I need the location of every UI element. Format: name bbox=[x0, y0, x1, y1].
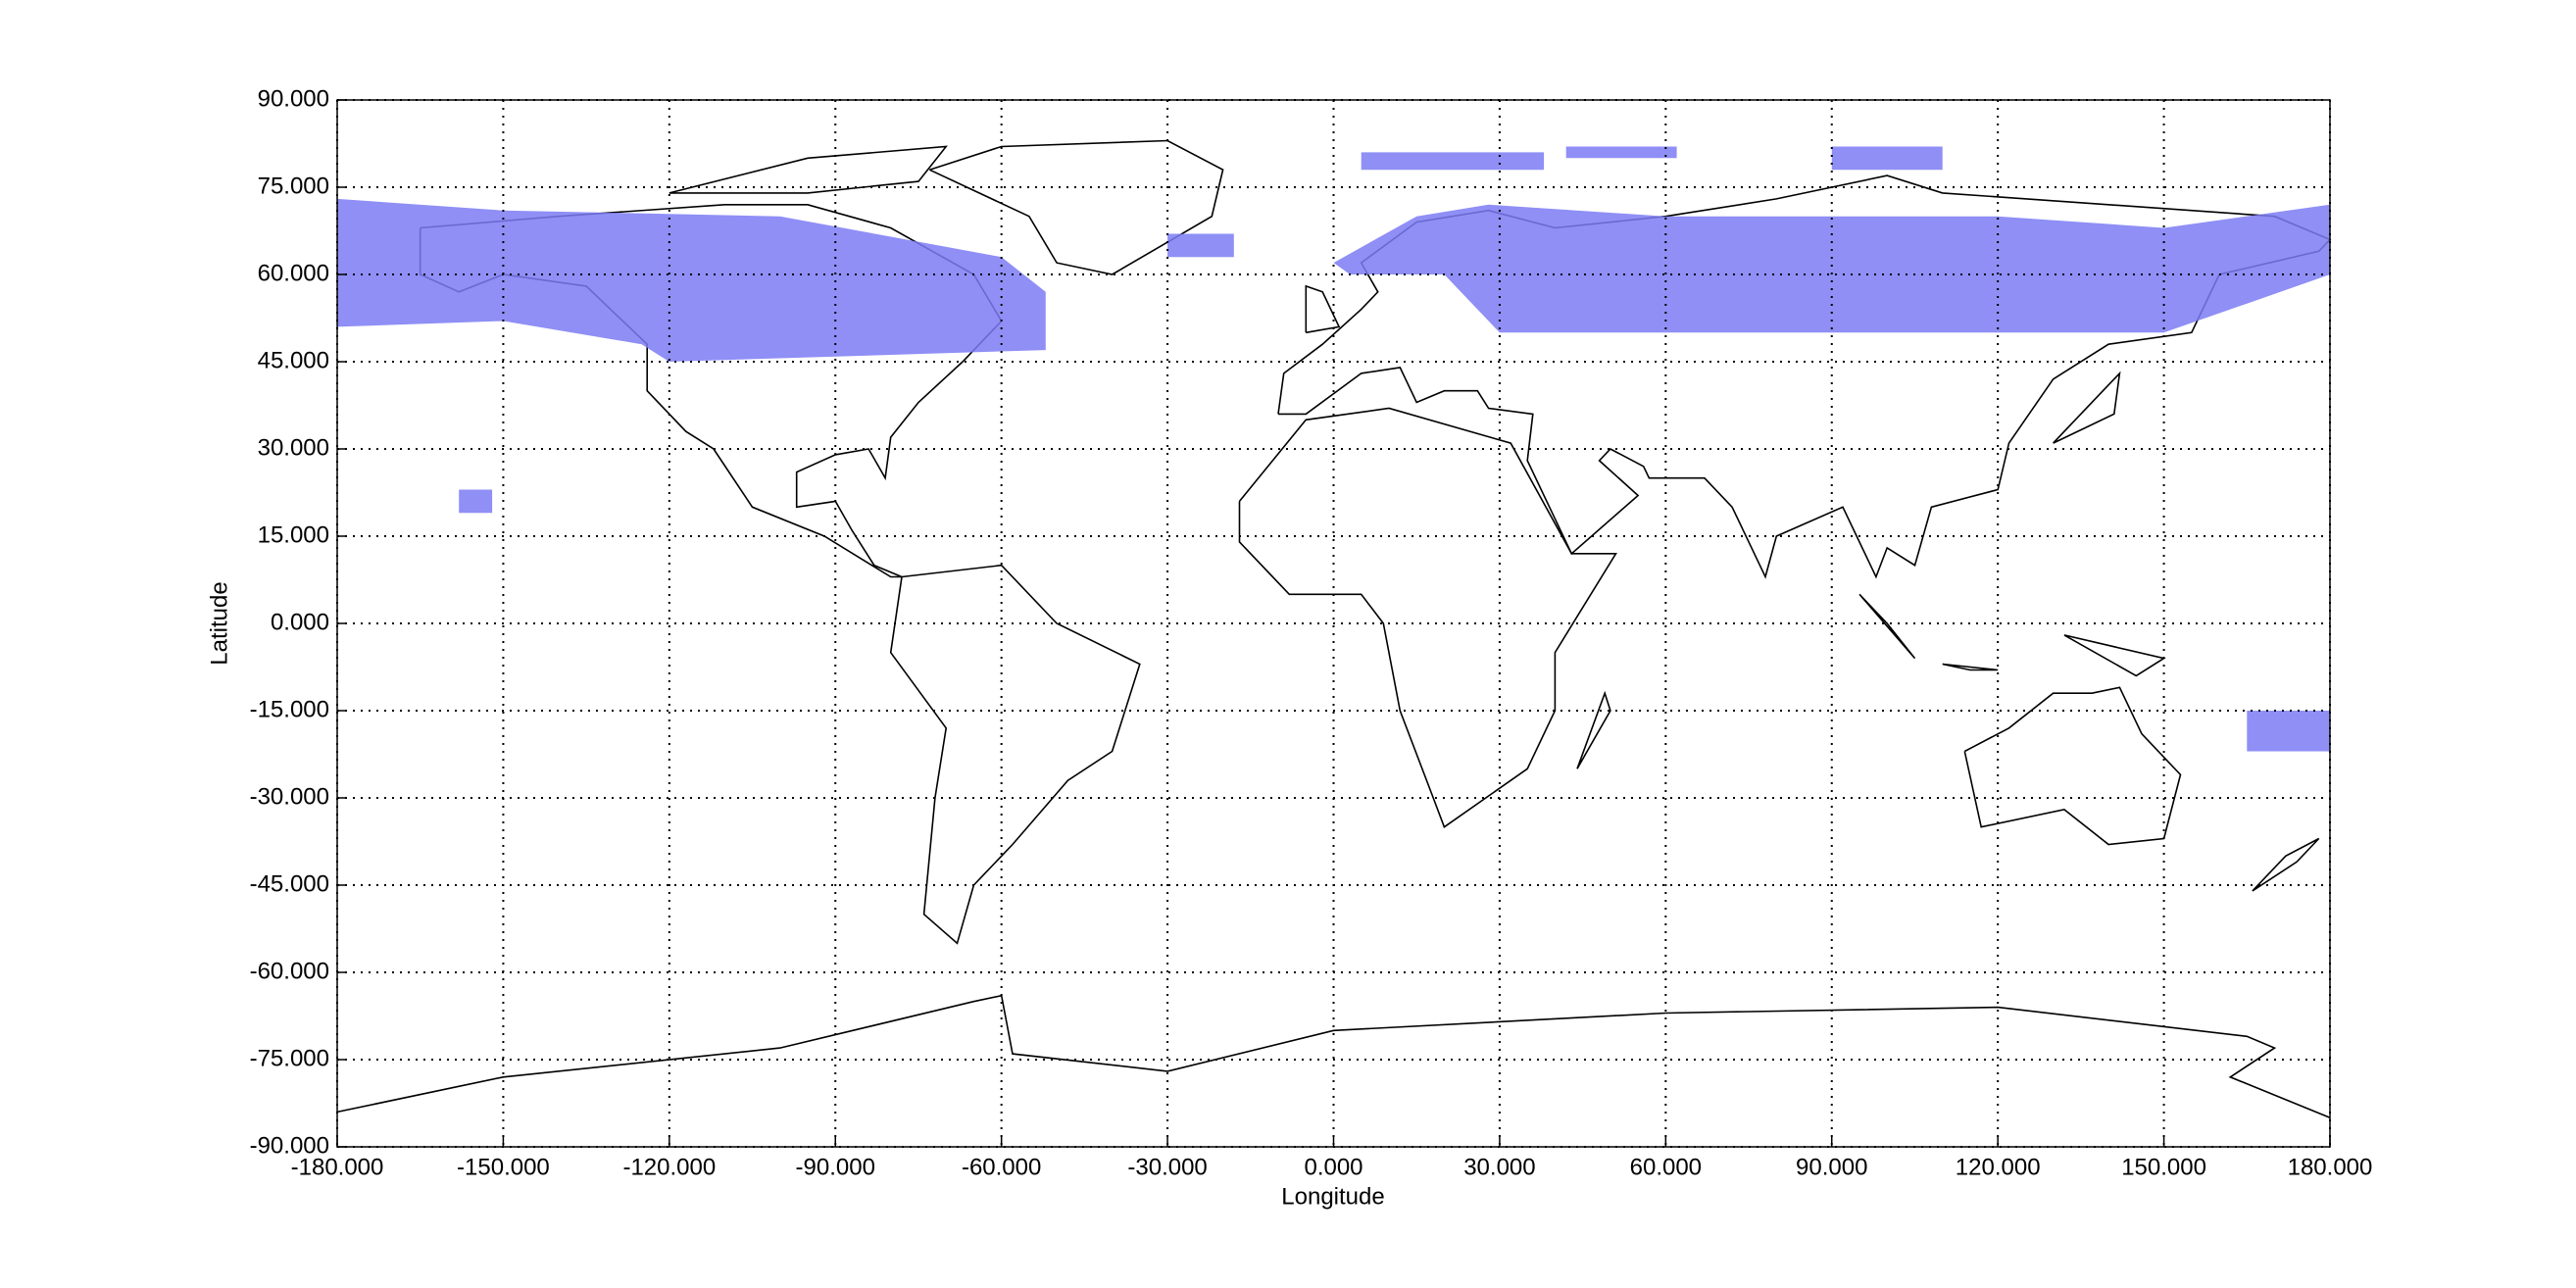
x-tick-label: -150.000 bbox=[457, 1154, 550, 1180]
y-tick-label: -45.000 bbox=[250, 870, 329, 897]
x-tick-label: 60.000 bbox=[1630, 1154, 1702, 1180]
x-tick-label: -30.000 bbox=[1127, 1154, 1207, 1180]
x-tick-label: 150.000 bbox=[2121, 1154, 2206, 1180]
y-tick-label: -60.000 bbox=[250, 958, 329, 984]
y-tick-label: -30.000 bbox=[250, 783, 329, 810]
plot-frame bbox=[336, 99, 2331, 1148]
swath-region bbox=[1565, 146, 1677, 159]
coastline bbox=[1576, 690, 1611, 769]
coastline bbox=[336, 994, 2331, 1119]
swath-region bbox=[1361, 152, 1545, 171]
coastline bbox=[928, 139, 1224, 275]
y-tick-label: 0.000 bbox=[271, 609, 329, 635]
x-tick-label: 30.000 bbox=[1463, 1154, 1535, 1180]
y-tick-label: 75.000 bbox=[258, 173, 329, 199]
coastline bbox=[2252, 837, 2320, 892]
swath-region bbox=[459, 489, 493, 514]
y-tick-label: 30.000 bbox=[258, 434, 329, 461]
coastline bbox=[1238, 407, 1617, 828]
swath-region bbox=[2247, 711, 2330, 752]
y-tick-label: -90.000 bbox=[250, 1132, 329, 1159]
x-tick-label: -180.000 bbox=[291, 1154, 384, 1180]
y-tick-label: -15.000 bbox=[250, 696, 329, 722]
y-tick-label: 15.000 bbox=[258, 521, 329, 548]
x-tick-label: -60.000 bbox=[962, 1154, 1041, 1180]
swath-region bbox=[1831, 146, 1943, 171]
x-tick-label: -90.000 bbox=[796, 1154, 875, 1180]
coastline bbox=[1305, 284, 1341, 334]
y-tick-label: 45.000 bbox=[258, 347, 329, 373]
coastline bbox=[669, 145, 948, 194]
coastline bbox=[2053, 371, 2121, 444]
swath-region bbox=[1167, 233, 1234, 258]
x-axis-label: Longitude bbox=[1281, 1183, 1384, 1210]
x-tick-label: 180.000 bbox=[2288, 1154, 2373, 1180]
coastline bbox=[1942, 663, 1999, 671]
x-tick-label: 90.000 bbox=[1796, 1154, 1867, 1180]
coastline bbox=[889, 564, 1141, 945]
y-axis-label: Latitude bbox=[206, 581, 232, 665]
coastline bbox=[2063, 634, 2166, 677]
y-tick-label: -75.000 bbox=[250, 1045, 329, 1071]
coastline bbox=[1858, 593, 1916, 660]
x-tick-label: 0.000 bbox=[1304, 1154, 1362, 1180]
swath-region bbox=[337, 198, 1046, 362]
coastline bbox=[1963, 686, 2182, 846]
x-tick-label: -120.000 bbox=[622, 1154, 716, 1180]
plot: -180.000 -150.000 -120.000 -90.000 -60.000 -3… bbox=[250, 85, 2373, 1180]
swath-region bbox=[1333, 204, 2330, 333]
x-tick-label: 120.000 bbox=[1956, 1154, 2041, 1180]
y-tick-label: 90.000 bbox=[258, 85, 329, 112]
y-tick-label: 60.000 bbox=[258, 260, 329, 286]
